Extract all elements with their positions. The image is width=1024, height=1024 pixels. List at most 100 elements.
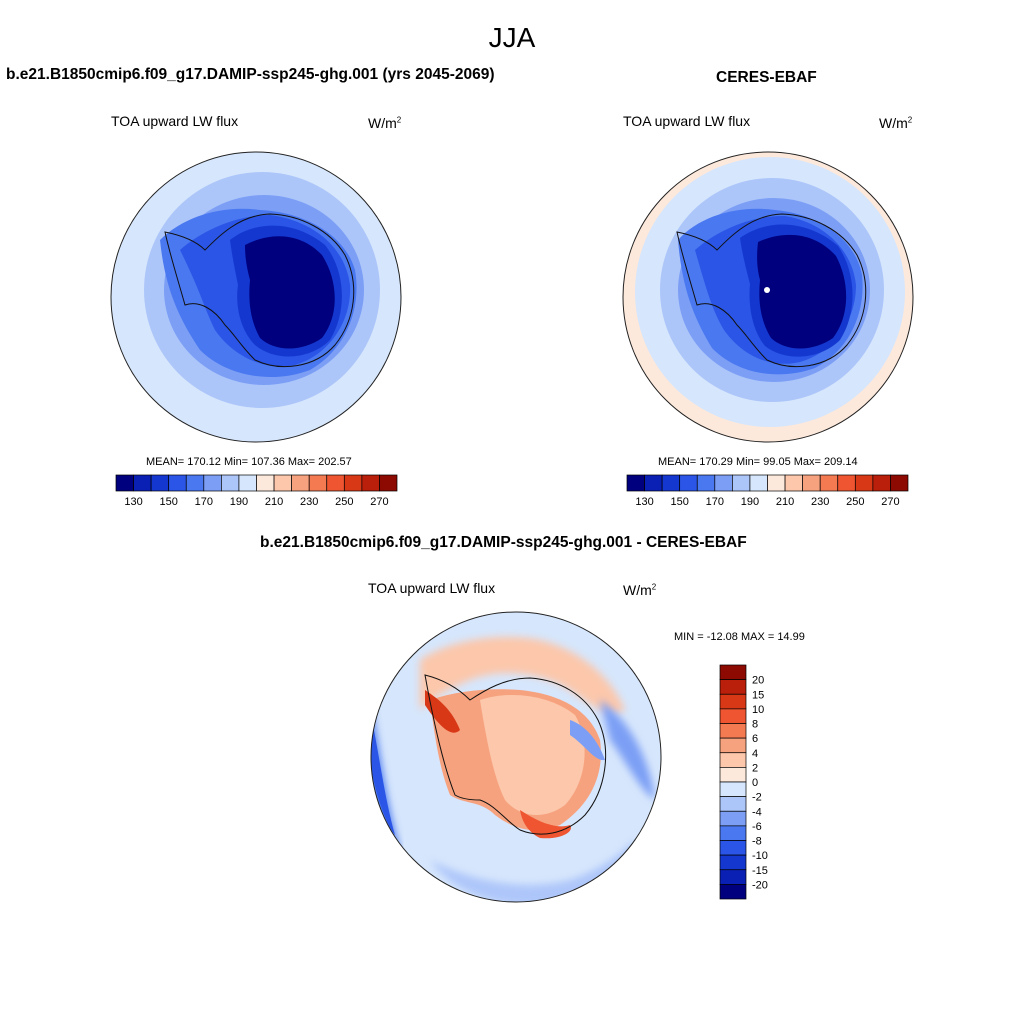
colorbar-swatch [115, 474, 134, 492]
colorbar-swatch [308, 474, 328, 492]
colorbar-swatch [719, 737, 747, 754]
diff-panel-heading: b.e21.B1850cmip6.f09_g17.DAMIP-ssp245-gh… [260, 534, 747, 551]
colorbar-swatch [784, 474, 803, 492]
model-antarctica-coastline [164, 213, 355, 368]
colorbar-swatch [749, 474, 768, 492]
colorbar-swatch [719, 810, 747, 827]
colorbar-swatch [719, 679, 747, 695]
colorbar-swatch [802, 474, 821, 492]
obs-units-label: W/m2 [879, 115, 913, 131]
colorbar-swatch [661, 474, 681, 492]
obs-stats: MEAN= 170.29 Min= 99.05 Max= 209.14 [658, 456, 858, 468]
colorbar-tick-label: 4 [752, 748, 758, 760]
colorbar-swatch [133, 474, 152, 492]
colorbar-swatch [719, 884, 747, 900]
colorbar-swatch [719, 869, 747, 885]
colorbar-tick-label: -15 [752, 865, 768, 877]
diff-polar-map [370, 611, 662, 903]
colorbar-swatch [185, 474, 205, 492]
diff-units-label: W/m2 [623, 582, 657, 598]
colorbar-swatch [221, 474, 240, 492]
diff-variable-label: TOA upward LW flux [368, 580, 496, 596]
figure-title: JJA [488, 22, 536, 53]
colorbar-swatch [326, 474, 345, 492]
colorbar-swatch [732, 474, 751, 492]
diff-stats: MIN = -12.08 MAX = 14.99 [674, 631, 805, 643]
colorbar-swatch [343, 474, 363, 492]
colorbar-swatch [719, 693, 747, 710]
obs-variable-label: TOA upward LW flux [623, 113, 751, 129]
colorbar-tick-label: -20 [752, 879, 768, 891]
colorbar-swatch [679, 474, 698, 492]
colorbar-swatch [719, 767, 747, 783]
colorbar-swatch [719, 723, 747, 739]
colorbar-tick-label: 2 [752, 762, 758, 774]
colorbar-tick-label: 8 [752, 719, 758, 731]
colorbar-swatch [644, 474, 663, 492]
colorbar-swatch [719, 796, 747, 812]
colorbar-tick-label: 0 [752, 777, 758, 789]
colorbar-swatch [719, 825, 747, 841]
colorbar-swatch [273, 474, 292, 492]
colorbar-swatch [291, 474, 310, 492]
colorbar-swatch [238, 474, 257, 492]
colorbar-tick-label: -10 [752, 850, 768, 862]
colorbar-swatch [719, 708, 747, 724]
colorbar-tick-label: 270 [370, 496, 388, 508]
colorbar-swatch [872, 474, 891, 492]
model-units-label: W/m2 [368, 115, 402, 131]
colorbar-tick-label: 130 [124, 496, 142, 508]
colorbar-tick-label: 210 [776, 496, 794, 508]
colorbar-tick-label: -2 [752, 792, 762, 804]
obs-antarctica-coastline [676, 213, 867, 368]
model-panel-heading: b.e21.B1850cmip6.f09_g17.DAMIP-ssp245-gh… [6, 66, 495, 83]
colorbar-swatch [150, 474, 170, 492]
colorbar-tick-label: 230 [300, 496, 318, 508]
colorbar-tick-label: -4 [752, 806, 762, 818]
colorbar-swatch [819, 474, 839, 492]
colorbar-tick-label: 210 [265, 496, 283, 508]
colorbar-tick-label: 270 [881, 496, 899, 508]
obs-panel-heading: CERES-EBAF [716, 69, 817, 86]
obs-polar-map [622, 151, 914, 443]
colorbar-swatch [256, 474, 275, 492]
colorbar-swatch [854, 474, 874, 492]
colorbar-swatch [168, 474, 187, 492]
colorbar-tick-label: 10 [752, 704, 764, 716]
colorbar-swatch [837, 474, 856, 492]
colorbar-tick-label: 130 [635, 496, 653, 508]
colorbar-tick-label: 170 [706, 496, 724, 508]
colorbar-tick-label: 250 [335, 496, 353, 508]
colorbar-swatch [361, 474, 380, 492]
colorbar-tick-label: 250 [846, 496, 864, 508]
model-stats: MEAN= 170.12 Min= 107.36 Max= 202.57 [146, 456, 352, 468]
model-colorbar: 130 150 170 190 210 230 250 270 [115, 474, 398, 508]
colorbar-tick-label: 170 [195, 496, 213, 508]
colorbar-swatch [203, 474, 222, 492]
colorbar-tick-label: 190 [230, 496, 248, 508]
colorbar-swatch [719, 781, 747, 797]
model-variable-label: TOA upward LW flux [111, 113, 239, 129]
colorbar-swatch [719, 752, 747, 768]
colorbar-swatch [719, 840, 747, 856]
colorbar-tick-label: 20 [752, 675, 764, 687]
colorbar-swatch [719, 854, 747, 871]
colorbar-tick-label: 15 [752, 689, 764, 701]
colorbar-tick-label: 150 [671, 496, 689, 508]
colorbar-tick-label: 6 [752, 733, 758, 745]
colorbar-swatch [767, 474, 786, 492]
obs-colorbar: 130 150 170 190 210 230 250 270 [626, 474, 909, 508]
colorbar-tick-label: 150 [160, 496, 178, 508]
colorbar-tick-label: 190 [741, 496, 759, 508]
colorbar-tick-label: -6 [752, 821, 762, 833]
colorbar-tick-label: 230 [811, 496, 829, 508]
model-polar-map [110, 151, 402, 443]
colorbar-swatch [696, 474, 716, 492]
colorbar-swatch [890, 474, 909, 492]
colorbar-tick-label: -8 [752, 836, 762, 848]
diff-antarctica-coastline [424, 674, 607, 835]
colorbar-swatch [379, 474, 398, 492]
colorbar-swatch [626, 474, 645, 492]
